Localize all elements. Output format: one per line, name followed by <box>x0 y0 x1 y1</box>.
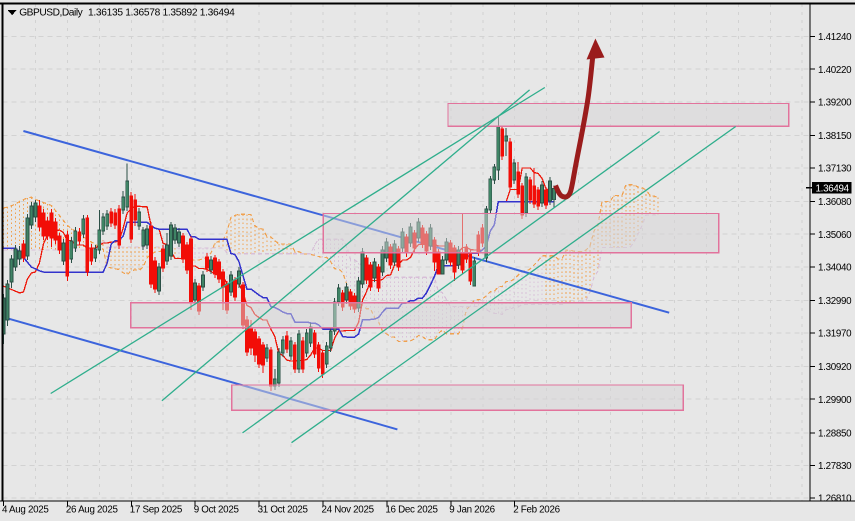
svg-text:1.36080: 1.36080 <box>818 197 852 208</box>
svg-text:2 Feb 2026: 2 Feb 2026 <box>513 505 560 516</box>
svg-text:GBPUSD,Daily: GBPUSD,Daily <box>19 7 83 18</box>
svg-text:17 Sep 2025: 17 Sep 2025 <box>130 505 183 516</box>
svg-text:9 Oct 2025: 9 Oct 2025 <box>194 505 240 516</box>
svg-text:1.30920: 1.30920 <box>818 362 852 373</box>
svg-text:4 Aug 2025: 4 Aug 2025 <box>2 505 49 516</box>
svg-text:1.29900: 1.29900 <box>818 395 852 406</box>
svg-text:1.35060: 1.35060 <box>818 230 852 241</box>
svg-text:1.27830: 1.27830 <box>818 461 852 472</box>
svg-text:1.39200: 1.39200 <box>818 97 852 108</box>
svg-text:1.37130: 1.37130 <box>818 164 852 175</box>
svg-text:1.32990: 1.32990 <box>818 296 852 307</box>
svg-text:31 Oct 2025: 31 Oct 2025 <box>258 505 309 516</box>
svg-text:1.40220: 1.40220 <box>818 65 852 76</box>
svg-text:1.36135 1.36578 1.35892 1.3649: 1.36135 1.36578 1.35892 1.36494 <box>88 7 235 18</box>
svg-text:1.28850: 1.28850 <box>818 428 852 439</box>
svg-text:1.38150: 1.38150 <box>818 131 852 142</box>
svg-text:1.34040: 1.34040 <box>818 262 852 273</box>
svg-text:1.36494: 1.36494 <box>816 183 850 194</box>
svg-text:26 Aug 2025: 26 Aug 2025 <box>66 505 119 516</box>
svg-text:1.26810: 1.26810 <box>818 494 852 505</box>
svg-text:1.41240: 1.41240 <box>818 32 852 43</box>
svg-text:16 Dec 2025: 16 Dec 2025 <box>385 505 438 516</box>
svg-text:24 Nov 2025: 24 Nov 2025 <box>322 505 375 516</box>
svg-text:9 Jan 2026: 9 Jan 2026 <box>449 505 495 516</box>
svg-text:1.31970: 1.31970 <box>818 329 852 340</box>
